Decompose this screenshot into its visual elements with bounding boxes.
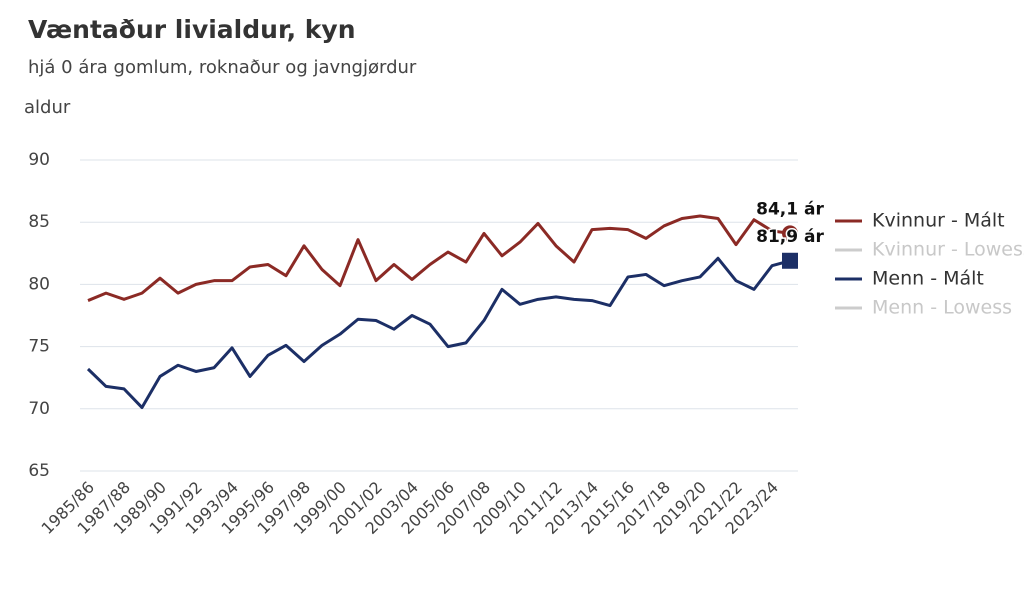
- y-tick-label: 85: [28, 212, 50, 232]
- legend-label: Kvinnur - Lowess: [872, 239, 1024, 261]
- y-tick-label: 90: [28, 150, 50, 170]
- legend-label: Kvinnur - Mált: [872, 210, 1005, 232]
- y-tick-label: 75: [28, 337, 50, 357]
- y-tick-label: 65: [28, 461, 50, 481]
- chart-title: Væntaður livialdur, kyn: [28, 15, 356, 44]
- line-series: [87, 214, 791, 302]
- legend-label: Menn - Lowess: [872, 297, 1012, 319]
- value-label: 81,9 ár: [756, 227, 824, 247]
- end-marker: [782, 252, 798, 269]
- legend-label: Menn - Mált: [872, 268, 984, 290]
- line-series: [86, 256, 791, 410]
- y-axis-label: aldur: [24, 97, 71, 118]
- value-label: 84,1 ár: [756, 199, 824, 219]
- y-tick-label: 80: [28, 274, 50, 294]
- end-marker: [782, 225, 798, 242]
- y-tick-label: 70: [28, 399, 50, 419]
- chart-subtitle: hjá 0 ára gomlum, roknaður og javngjørdu…: [28, 57, 417, 78]
